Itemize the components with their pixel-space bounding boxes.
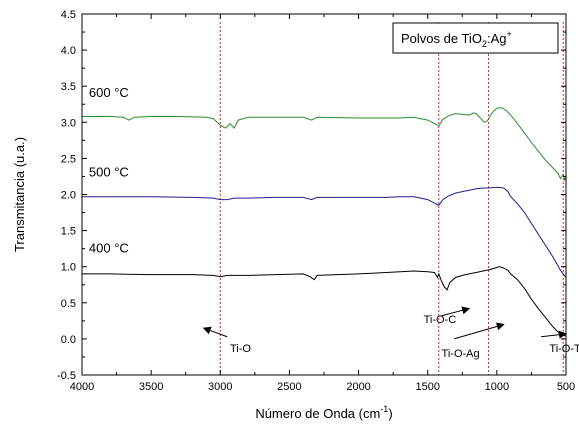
y-tick-label: 1.5 [61, 226, 76, 238]
y-tick-label: 0.0 [61, 334, 76, 346]
series-label: 400 °C [89, 240, 129, 255]
y-tick-label: 4.5 [61, 9, 76, 21]
annotation-arrow [541, 330, 567, 339]
series-line [82, 186, 567, 278]
plot-frame [81, 13, 567, 376]
series-label: 600 °C [89, 85, 129, 100]
y-tick-label: 3.0 [61, 117, 76, 129]
y-tick-label: 3.5 [61, 81, 76, 93]
legend-rect [392, 22, 559, 54]
y-tick-label: 0.5 [61, 298, 76, 310]
y-tick-label: 4.0 [61, 45, 76, 57]
ticks-layer: 4000 3500 3000 2500 2000 1500 1000 500 -0.5 0.0 0.… [57, 9, 575, 393]
y-tick-label: 1.0 [61, 262, 76, 274]
x-tick-label: 500 [557, 381, 575, 393]
x-tick-label: 2500 [277, 381, 301, 393]
y-tick-label: -0.5 [57, 370, 76, 382]
x-tick-label: 3500 [139, 381, 163, 393]
series-layer [82, 107, 567, 337]
x-tick-label: 2000 [346, 381, 370, 393]
y-tick-label: 2.0 [61, 190, 76, 202]
legend-box: Polvos de TiO2:Ag+ [392, 22, 559, 54]
x-axis-title: Número de Onda (cm-1) [255, 404, 392, 421]
annotation-label: Ti-O-C [424, 314, 457, 326]
reference-lines [219, 22, 564, 375]
annotation-label: Ti-O-Ag [442, 348, 480, 360]
x-tick-label: 1000 [485, 381, 509, 393]
annotation-label: Ti-O-Ti [549, 343, 579, 355]
legend-text: Polvos de TiO2:Ag+ [401, 29, 512, 49]
series-label: 500 °C [89, 164, 129, 179]
x-tick-label: 3000 [208, 381, 232, 393]
y-tick-label: 2.5 [61, 153, 76, 165]
annotation-layer: Ti-O Ti-O-C Ti-O-Ag Ti-O-Ti [202, 306, 579, 360]
annotation-arrow [441, 306, 471, 317]
annotation-arrow [453, 322, 505, 340]
series-line [82, 266, 567, 337]
x-tick-label: 4000 [70, 381, 94, 393]
y-axis-title: Transmitancia (u.a.) [12, 137, 27, 252]
annotation-label: Ti-O [230, 343, 251, 355]
series-line [82, 107, 567, 182]
annotation-arrow [202, 326, 228, 338]
x-tick-label: 1500 [415, 381, 439, 393]
